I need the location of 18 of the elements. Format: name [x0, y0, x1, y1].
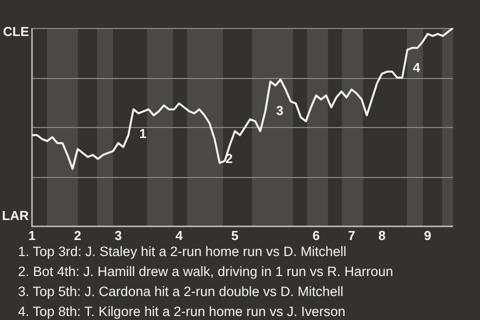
text: CLE — [3, 24, 29, 39]
x-tick-label: 6 — [312, 228, 320, 243]
text: LAR — [2, 208, 29, 224]
annotation: 1 — [139, 126, 146, 142]
x-tick-label: 5 — [231, 228, 239, 243]
annotation: 4 — [412, 60, 420, 75]
x-tick-label: 3 — [114, 228, 122, 243]
text: 2. Bot 4th: J. Hamill drew a walk, driving in 1 run vs R. Harroun — [18, 263, 394, 281]
text: 3. Top 5th: J. Cardona hit a 2-run double vs D. Mitchell — [18, 283, 344, 301]
x-tick-label: 1 — [28, 228, 36, 243]
text: 1. Top 3rd: J. Staley hit a 2-run home run vs D. Mitchell — [18, 243, 348, 261]
annotation: 3 — [276, 103, 284, 118]
x-tick-label: 7 — [348, 228, 356, 243]
x-tick-label: 9 — [424, 228, 432, 243]
x-tick-label: 2 — [74, 228, 82, 243]
x-tick-label: 8 — [378, 228, 386, 243]
x-tick-label: 4 — [175, 228, 184, 243]
text: 4. Top 8th: T. Kilgore hit a 2-run home run vs J. Iverson — [18, 303, 346, 320]
